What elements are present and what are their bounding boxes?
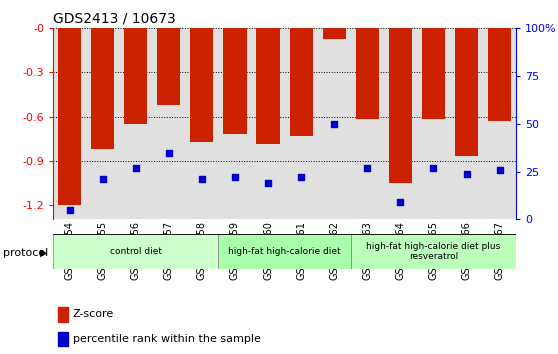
Point [131,165,140,171]
Bar [190,28,214,142]
Point [495,167,504,173]
Bar [57,332,68,347]
Bar [257,28,280,144]
Bar [124,28,147,124]
Point [396,199,405,205]
Bar [185,28,218,219]
Bar [488,28,511,121]
Text: percentile rank within the sample: percentile rank within the sample [73,334,261,344]
Bar [323,28,346,39]
Point [65,207,74,213]
Bar [91,28,114,149]
Bar [384,28,417,219]
Point [297,175,306,180]
Point [330,121,339,127]
Bar [223,28,247,134]
Text: high-fat high-calorie diet plus
resveratrol: high-fat high-calorie diet plus resverat… [366,242,501,261]
Bar [152,28,185,219]
Point [363,165,372,171]
Bar [119,28,152,219]
Text: GDS2413 / 10673: GDS2413 / 10673 [53,12,176,26]
Bar [218,28,252,219]
Bar [389,28,412,183]
Point [164,150,173,155]
Bar [57,307,68,322]
Point [230,175,239,180]
Bar [285,28,318,219]
Bar [218,234,351,269]
Point [198,177,206,182]
Bar [450,28,483,219]
Bar [53,28,86,219]
Bar [252,28,285,219]
Text: Z-score: Z-score [73,309,114,319]
Bar [86,28,119,219]
Bar [53,234,218,269]
Point [462,171,471,176]
Bar [422,28,445,120]
Text: control diet: control diet [110,247,162,256]
Bar [455,28,478,156]
Point [263,180,272,186]
Bar [483,28,516,219]
Text: protocol: protocol [3,248,48,258]
Bar [351,234,516,269]
Bar [290,28,312,136]
Text: high-fat high-calorie diet: high-fat high-calorie diet [228,247,341,256]
Bar [58,28,81,205]
Bar [351,28,384,219]
Point [98,177,107,182]
Point [429,165,438,171]
Text: ▶: ▶ [40,248,47,258]
Bar [318,28,351,219]
Bar [417,28,450,219]
Bar [355,28,379,120]
Bar [157,28,180,105]
